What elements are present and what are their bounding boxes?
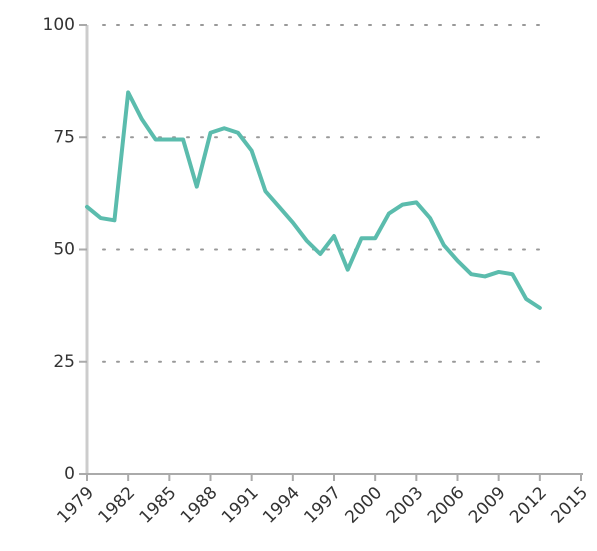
x-tick-label: 1985: [136, 483, 181, 528]
x-tick-label: 2009: [465, 483, 510, 528]
x-tick-label: 2012: [506, 483, 551, 528]
x-tick-label: 1982: [95, 483, 140, 528]
x-tick-label: 1994: [259, 483, 304, 528]
x-tick-label: 2003: [383, 483, 428, 528]
x-tick-label: 1991: [218, 483, 263, 528]
x-tick-label: 2015: [547, 483, 592, 528]
x-tick-label: 1988: [177, 483, 222, 528]
y-tick-label: 100: [43, 15, 75, 35]
y-tick-label: 0: [64, 464, 75, 484]
line: [85, 90, 542, 310]
x-tick-label: 2006: [424, 483, 469, 528]
y-tick-label: 75: [53, 127, 75, 147]
x-tick-label: 1997: [300, 483, 345, 528]
x-tick-label: 2000: [342, 483, 387, 528]
x-tick-label: 1979: [53, 483, 98, 528]
y-tick-label: 50: [53, 240, 75, 260]
y-tick-label: 25: [53, 352, 75, 372]
